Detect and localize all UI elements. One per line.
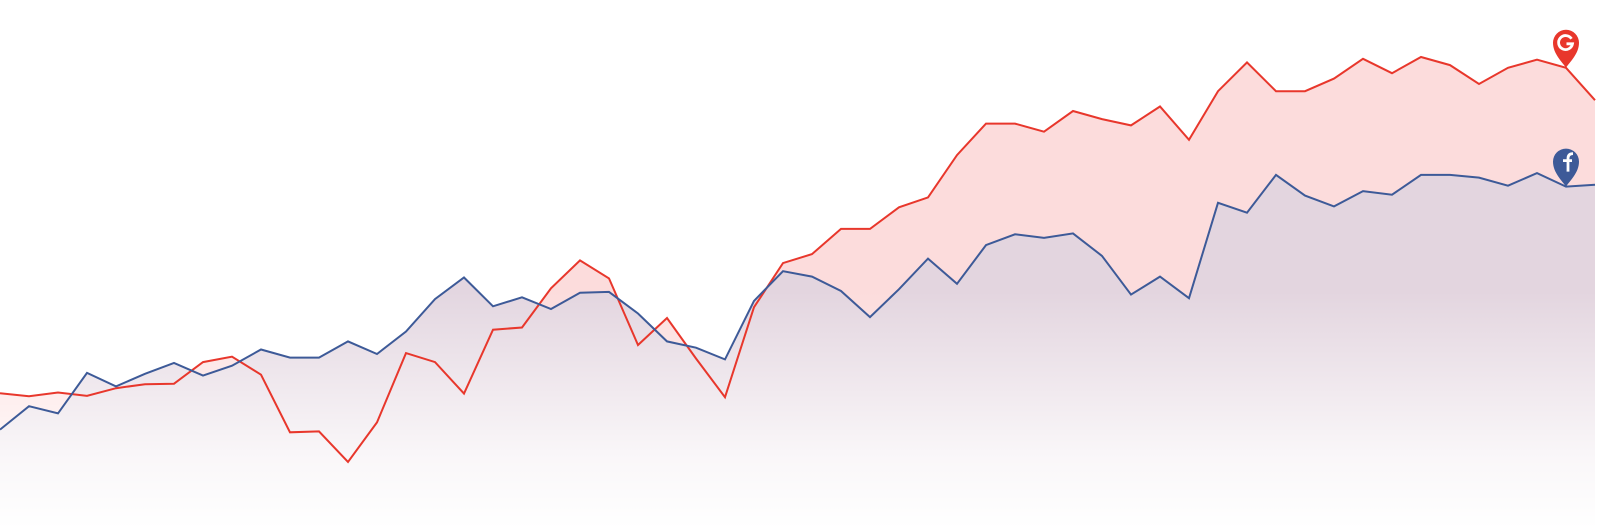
series-markers bbox=[1553, 29, 1579, 187]
facebook-pin-icon bbox=[1553, 148, 1579, 187]
series-0-line bbox=[0, 55, 1596, 464]
series-1-line bbox=[0, 172, 1596, 431]
series-lines bbox=[0, 55, 1596, 464]
google-pin-icon bbox=[1553, 29, 1579, 68]
